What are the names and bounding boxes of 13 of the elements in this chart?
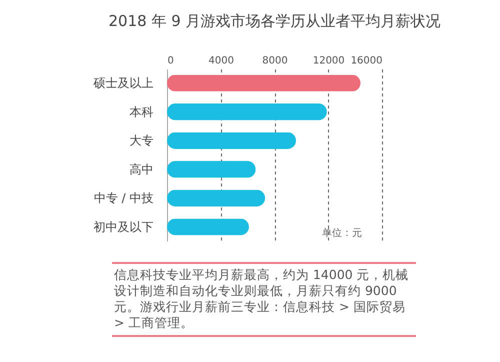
x-tick-label: 8000: [262, 56, 288, 66]
y-tick-label: 高中: [130, 162, 154, 176]
x-tick-label: 12000: [312, 56, 345, 66]
chart-title: 2018 年 9 月游戏市场各学历从业者平均月薪状况: [108, 12, 441, 30]
y-tick-label: 大专: [130, 134, 154, 148]
x-tick-label: 16000: [350, 56, 382, 66]
y-tick-label: 中专 / 中技: [94, 191, 154, 206]
y-tick-label: 初中及以下: [94, 220, 154, 234]
y-tick-label: 硕士及以上: [92, 76, 154, 90]
x-tick-label: 4000: [208, 56, 234, 66]
text: 信息科技专业平均月薪最高，约为 14000 元，机械设计制造和自动化专业则最低，月薪只有约 9000 元。游戏行业月薪前三专业：信息科技 > 国际贸易 > 工商管理。: [112, 262, 416, 337]
y-tick-label: 本科: [130, 104, 154, 119]
x-tick-label: 0: [168, 56, 174, 66]
